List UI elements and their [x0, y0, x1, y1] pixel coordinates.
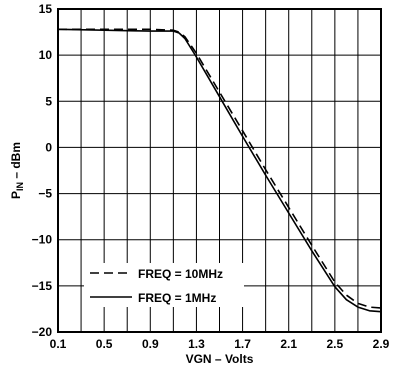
x-tick-label: 1.3 — [188, 337, 205, 351]
y-tick-labels: −20 −15 −10 −5 0 5 10 15 — [32, 2, 53, 339]
legend-label-1mhz: FREQ = 1MHz — [138, 291, 216, 305]
series-line-1mhz — [57, 28, 382, 313]
plot-frame — [57, 8, 382, 333]
y-axis-label-unit: – dBm — [9, 142, 23, 182]
series-line-10mhz — [58, 28, 382, 309]
y-tick-label: 15 — [39, 2, 53, 16]
x-tick-label: 2.1 — [280, 337, 297, 351]
x-tick-labels: 0.1 0.5 0.9 1.3 1.7 2.1 2.5 2.9 — [50, 337, 390, 351]
legend-background — [84, 263, 244, 307]
y-axis-label: PIN – dBm — [9, 142, 25, 199]
y-axis-label-subscript: IN — [15, 182, 25, 191]
x-tick-label: 2.9 — [373, 337, 390, 351]
x-tick-label: 0.9 — [142, 337, 159, 351]
y-tick-label: −5 — [38, 187, 52, 201]
y-tick-label: 0 — [45, 140, 52, 154]
x-axis-label: VGN – Volts — [186, 352, 254, 366]
y-tick-label: −20 — [32, 325, 53, 339]
series-lines — [57, 28, 382, 313]
y-tick-label: 10 — [39, 48, 53, 62]
y-tick-label: −15 — [32, 279, 53, 293]
y-tick-label: 5 — [45, 94, 52, 108]
x-tick-label: 1.7 — [234, 337, 251, 351]
y-axis-label-main: P — [9, 191, 23, 199]
x-tick-label: 0.1 — [50, 337, 67, 351]
legend: FREQ = 10MHz FREQ = 1MHz — [84, 263, 244, 307]
legend-label-10mhz: FREQ = 10MHz — [138, 267, 223, 281]
x-tick-label: 0.5 — [96, 337, 113, 351]
y-tick-label: −10 — [32, 233, 53, 247]
x-tick-label: 2.5 — [327, 337, 344, 351]
